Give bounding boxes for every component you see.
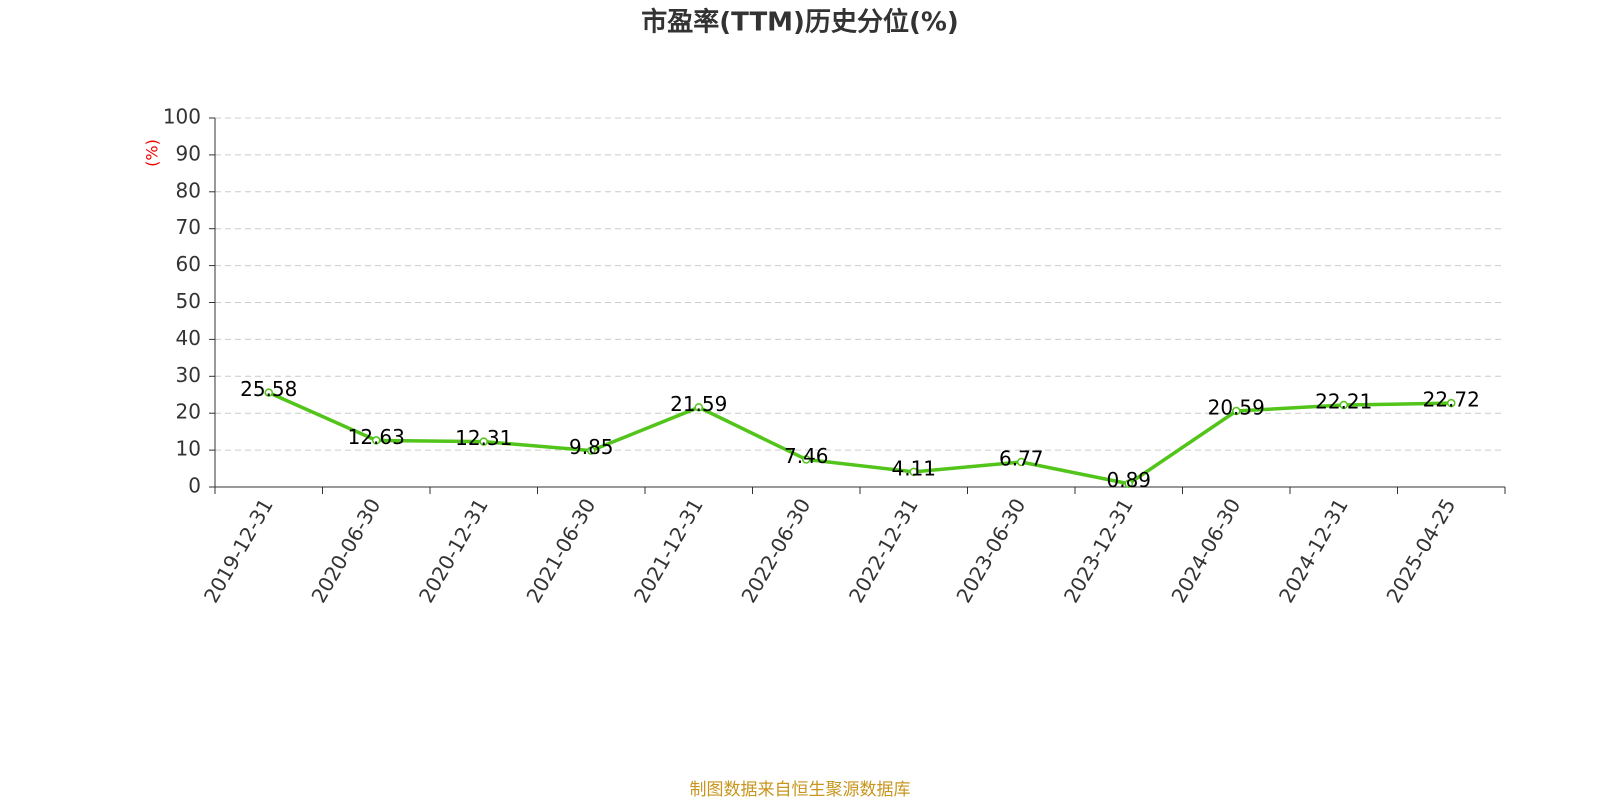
x-tick-label: 2021-06-30: [521, 494, 600, 607]
point: [587, 446, 596, 455]
y-tick-label: 70: [176, 215, 201, 239]
y-tick-label: 100: [163, 105, 201, 129]
point: [372, 436, 381, 445]
value-label: 7.46: [784, 444, 829, 468]
point: [1447, 398, 1456, 408]
point: [1017, 457, 1026, 467]
y-axis-label: (%): [143, 139, 162, 167]
y-tick-label: 40: [176, 326, 201, 350]
series-line: [268, 391, 1452, 486]
y-tick-label: 30: [176, 363, 201, 387]
x-tick-label: 2023-12-31: [1059, 494, 1138, 607]
value-label: 21.59: [670, 392, 727, 416]
x-tick-label: 2024-06-30: [1166, 494, 1245, 607]
value-label: 25.58: [240, 377, 297, 401]
value-label: 9.85: [569, 435, 614, 459]
y-tick-label: 20: [176, 400, 201, 424]
source-note: 制图数据来自恒生聚源数据库: [690, 780, 911, 800]
x-tick-label: 2021-12-31: [629, 494, 708, 607]
x-tick-label: 2022-12-31: [844, 494, 923, 607]
value-label: 0.89: [1106, 468, 1151, 492]
value-label: 12.63: [348, 425, 405, 449]
point: [1339, 400, 1348, 410]
point: [909, 467, 918, 477]
x-tick-label: 2019-12-31: [199, 494, 278, 607]
value-label: 20.59: [1208, 396, 1265, 420]
point: [479, 437, 488, 446]
point: [264, 388, 273, 397]
value-label: 22.72: [1423, 388, 1480, 412]
x-tick-label: 2020-06-30: [306, 494, 385, 607]
y-tick-label: 90: [176, 141, 201, 165]
x-tick-label: 2024-12-31: [1274, 494, 1353, 607]
value-label: 12.31: [455, 426, 512, 450]
y-tick-label: 60: [176, 252, 201, 276]
point: [1124, 479, 1133, 488]
x-tick-label: 2022-06-30: [736, 494, 815, 607]
value-label: 6.77: [999, 447, 1044, 471]
y-tick-label: 0: [188, 474, 201, 498]
point: [1232, 406, 1241, 416]
x-tick-label: 2025-04-25: [1381, 494, 1460, 607]
y-tick-label: 80: [176, 178, 201, 202]
point: [694, 403, 703, 412]
point: [802, 455, 811, 464]
y-tick-label: 10: [176, 437, 201, 461]
x-tick-label: 2023-06-30: [951, 494, 1030, 607]
value-label: 22.21: [1315, 390, 1372, 414]
value-label: 4.11: [891, 456, 936, 480]
y-tick-label: 50: [176, 289, 201, 313]
x-tick-label: 2020-12-31: [414, 494, 493, 607]
chart-title: 市盈率(TTM)历史分位(%): [641, 7, 959, 38]
